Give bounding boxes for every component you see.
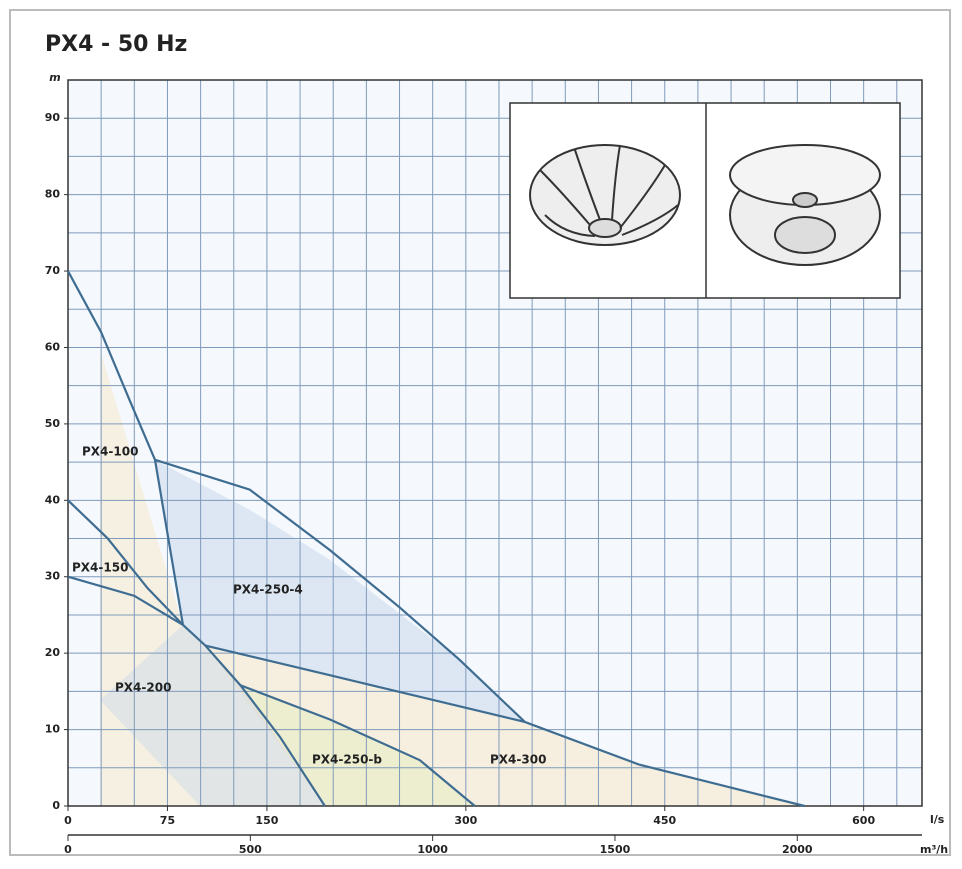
y-axis-label: m [49,71,60,84]
impeller-hub [589,219,621,237]
x2-tick-label: 500 [239,843,262,856]
x-tick-label: 75 [160,814,175,827]
curve-label: PX4-200 [115,681,171,695]
chart: PX4 - 50 Hz m l/s m³/h 0 10 20 30 40 50 60 70 80… [0,0,962,865]
x-tick-label: 150 [255,814,278,827]
x-tick-label: 450 [653,814,676,827]
chart-title: PX4 - 50 Hz [45,32,187,57]
impeller-boss [793,193,817,207]
x2-tick-label: 0 [64,843,72,856]
y-tick-label: 40 [45,493,61,506]
y-tick-label: 60 [45,340,61,353]
x2-tick-label: 1000 [417,843,448,856]
y-tick-label: 30 [45,570,61,583]
curve-label: PX4-100 [82,445,138,459]
curve-label: PX4-250-4 [233,583,303,597]
y-tick-label: 90 [45,111,61,124]
x2-axis-label: m³/h [920,843,948,856]
curve-label: PX4-300 [490,753,546,767]
y-tick-label: 0 [52,799,60,812]
impeller-inset [510,103,900,298]
y-tick-label: 80 [45,188,61,201]
y-tick-label: 70 [45,264,61,277]
x-axis-label: l/s [930,813,945,826]
y-tick-label: 10 [45,723,61,736]
x2-tick-label: 1500 [600,843,631,856]
x2-tick-label: 2000 [782,843,813,856]
x-tick-label: 600 [852,814,875,827]
curve-label: PX4-250-b [312,753,382,767]
x-tick-label: 0 [64,814,72,827]
y-tick-label: 20 [45,646,61,659]
y-tick-label: 50 [45,417,61,430]
curve-label: PX4-150 [72,561,128,575]
impeller-eye [775,217,835,253]
x-tick-label: 300 [454,814,477,827]
